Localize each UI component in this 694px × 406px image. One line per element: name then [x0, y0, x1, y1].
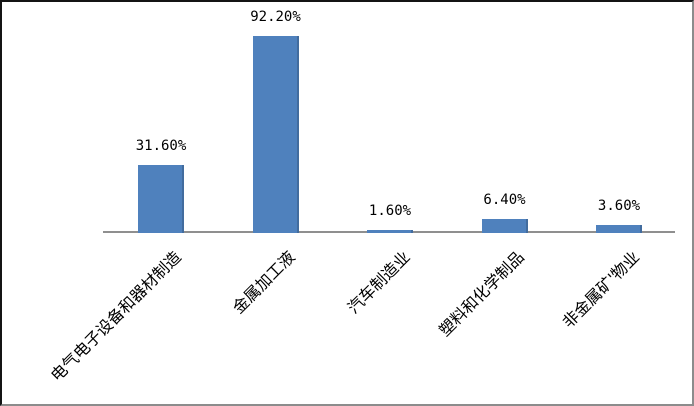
value-label-0: 31.60% [135, 138, 187, 155]
bar-1 [252, 35, 299, 233]
bar-2 [367, 229, 413, 233]
category-label-4: 非金属矿'物业 [558, 247, 643, 332]
category-label-2: 汽车制造业 [343, 247, 414, 318]
bar-3 [481, 219, 528, 233]
category-label-0: 电气电子设备和器材制造 [46, 247, 185, 386]
category-label-3: 塑料和化学制品 [435, 247, 529, 340]
value-label-1: 92.20% [250, 8, 301, 25]
value-label-3: 6.40% [483, 192, 526, 209]
value-label-4: 3.60% [597, 198, 641, 215]
bar-4 [596, 225, 642, 233]
value-label-2: 1.60% [368, 202, 412, 219]
category-label-1: 金属加工液 [229, 247, 300, 318]
bar-0 [138, 165, 184, 233]
